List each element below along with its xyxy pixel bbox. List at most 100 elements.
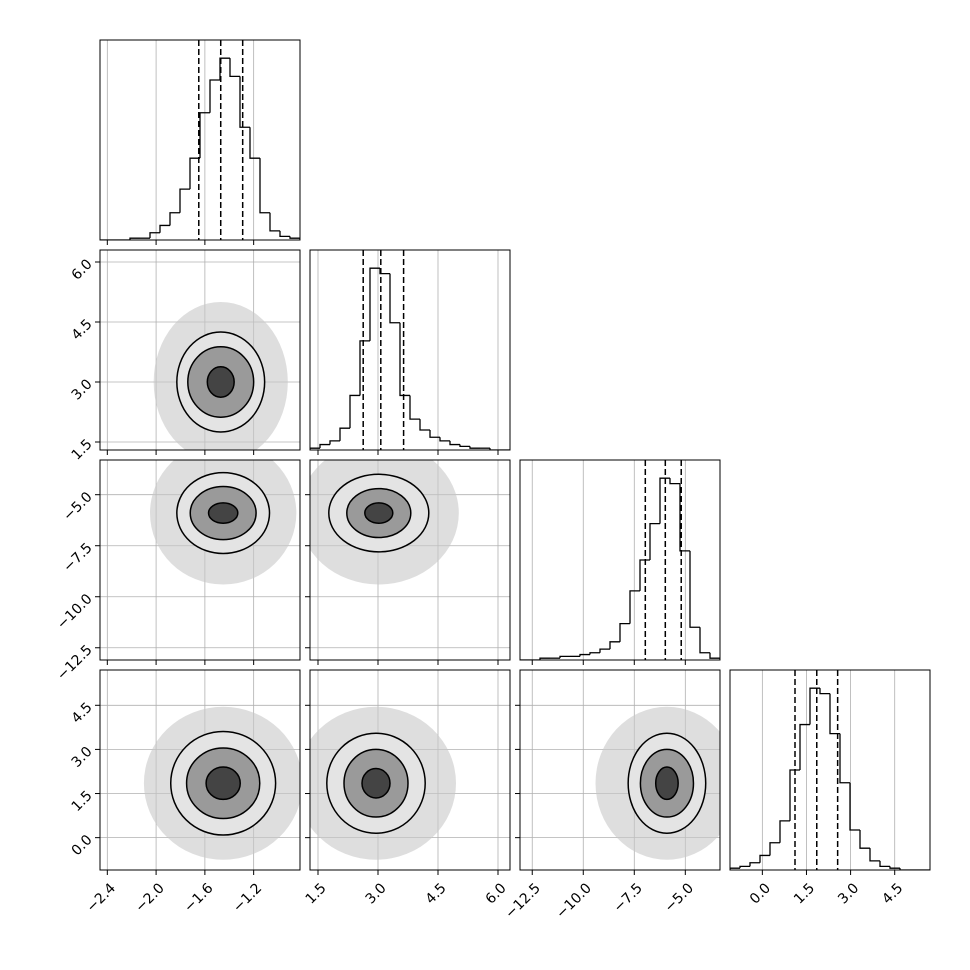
histogram-bin xyxy=(439,437,450,442)
histogram-bin xyxy=(259,158,270,214)
panel xyxy=(100,40,300,240)
histogram-bin xyxy=(749,862,760,867)
panel-frame xyxy=(99,669,301,871)
histogram-bin xyxy=(269,212,280,232)
histogram-bin xyxy=(739,865,750,869)
histogram-bin xyxy=(209,79,220,113)
histogram-bin xyxy=(659,477,670,524)
histogram-bin xyxy=(359,340,370,396)
histogram-bin xyxy=(279,230,290,238)
x-tick-label: 3.0 xyxy=(363,880,390,907)
panel xyxy=(100,460,300,660)
x-tick-label: 6.0 xyxy=(483,880,510,907)
histogram-bin xyxy=(310,447,320,450)
histogram-bin xyxy=(869,848,880,862)
y-tick-label: 1.5 xyxy=(69,436,96,463)
histogram-bin xyxy=(329,440,340,445)
panel-frame xyxy=(99,459,301,661)
histogram-bin xyxy=(419,419,430,431)
histogram-bin xyxy=(289,236,300,240)
panel xyxy=(100,250,300,450)
panel xyxy=(520,670,720,870)
contour xyxy=(206,366,235,398)
histogram-bin xyxy=(799,723,810,770)
panel xyxy=(520,460,720,660)
histogram-bin xyxy=(249,127,260,159)
histogram-bin xyxy=(319,443,330,449)
histogram-bin xyxy=(629,590,640,624)
histogram-bin xyxy=(179,188,190,213)
panel-frame xyxy=(519,669,721,871)
x-tick-label: 3.0 xyxy=(835,880,862,907)
histogram-bin xyxy=(459,444,470,448)
panel-frame xyxy=(99,39,301,241)
histogram-bin xyxy=(189,157,200,190)
histogram-bin xyxy=(469,446,480,449)
histogram-bin xyxy=(389,273,400,324)
histogram-bin xyxy=(159,224,170,233)
y-tick-label: −10.0 xyxy=(54,591,96,633)
contour xyxy=(361,767,391,799)
histogram-bin xyxy=(839,733,850,784)
x-tick-label: −2.4 xyxy=(84,880,119,915)
histogram-bin xyxy=(349,394,360,429)
histogram-bin xyxy=(339,427,350,441)
x-tick-label: 1.5 xyxy=(791,880,818,907)
y-tick-label: 4.5 xyxy=(69,316,96,343)
contour xyxy=(364,502,394,525)
histogram-bin xyxy=(579,653,590,657)
histogram-bin xyxy=(899,868,910,870)
histogram-bin xyxy=(709,652,720,660)
histogram-bin xyxy=(730,867,740,870)
histogram-bin xyxy=(149,232,160,239)
histogram-bin xyxy=(449,440,460,446)
panel-frame xyxy=(309,669,511,871)
histogram-bin xyxy=(609,641,620,650)
histogram-bin xyxy=(199,112,210,159)
histogram-bin xyxy=(859,830,870,849)
x-tick-label: −1.6 xyxy=(181,880,216,915)
x-tick-label: −5.0 xyxy=(662,880,697,915)
x-tick-label: 1.5 xyxy=(303,880,330,907)
histogram-bin xyxy=(769,842,780,856)
contour xyxy=(654,766,679,801)
y-tick-label: −12.5 xyxy=(54,642,96,684)
panel-frame xyxy=(519,459,721,661)
y-tick-label: −7.5 xyxy=(60,540,95,575)
contour xyxy=(205,766,241,801)
y-tick-label: 0.0 xyxy=(69,832,96,859)
histogram-bin xyxy=(399,322,410,397)
panel xyxy=(100,670,300,870)
histogram-bin xyxy=(239,76,250,128)
histogram-bin xyxy=(879,860,890,868)
histogram-bin xyxy=(689,550,700,628)
contour xyxy=(207,502,239,525)
histogram-bin xyxy=(639,559,650,591)
histogram-bin xyxy=(819,688,830,695)
panel-frame xyxy=(309,249,511,451)
panel-bg xyxy=(310,250,510,450)
histogram-bin xyxy=(669,478,680,485)
histogram-bin xyxy=(699,627,710,654)
histogram-bin xyxy=(409,395,420,420)
y-tick-label: 4.5 xyxy=(69,700,96,727)
panel-frame xyxy=(729,669,931,871)
x-tick-label: −1.2 xyxy=(230,880,265,915)
histogram-bin xyxy=(379,268,390,275)
histogram-bin xyxy=(779,820,790,843)
histogram-bin xyxy=(169,212,180,226)
histogram-bin xyxy=(889,866,900,869)
panel xyxy=(310,670,510,870)
panel xyxy=(730,670,930,870)
y-tick-label: −5.0 xyxy=(60,489,95,524)
x-tick-label: 4.5 xyxy=(879,880,906,907)
histogram-bin xyxy=(589,652,600,655)
histogram-bin xyxy=(789,769,800,821)
histogram-bin xyxy=(229,58,240,78)
panel-frame xyxy=(99,249,301,451)
x-tick-label: 4.5 xyxy=(423,880,450,907)
histogram-bin xyxy=(849,782,860,831)
y-tick-label: 6.0 xyxy=(69,256,96,283)
x-tick-label: −2.0 xyxy=(132,880,167,915)
